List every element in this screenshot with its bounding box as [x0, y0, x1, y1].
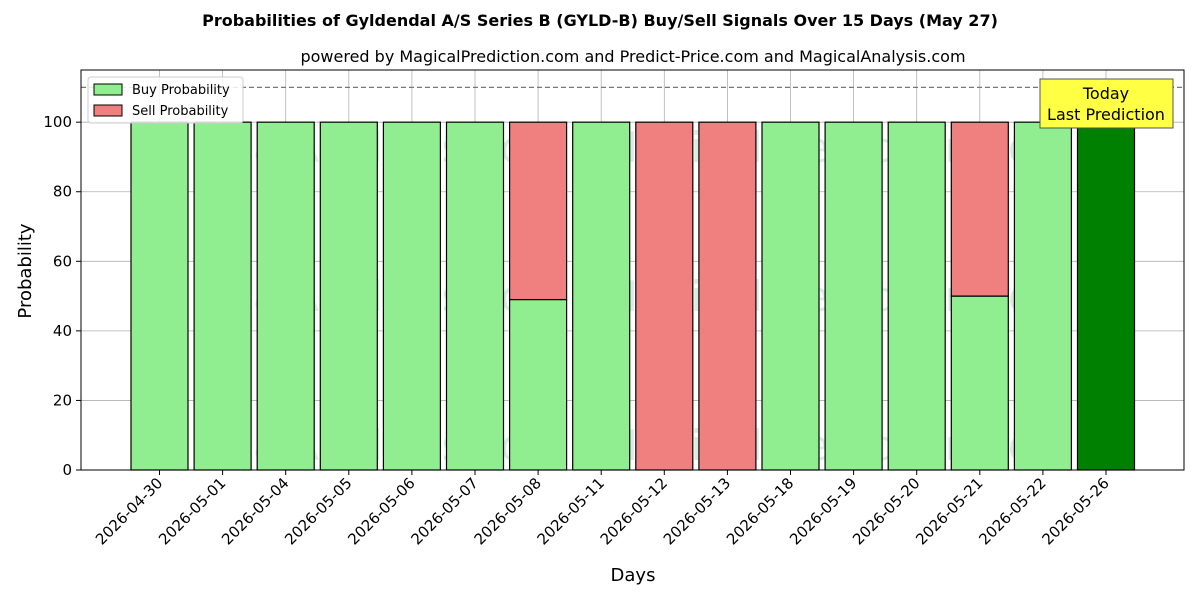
x-tick-label: 2026-05-18	[723, 474, 797, 548]
sell-bar	[635, 121, 694, 471]
plot-area: MagicalAnalysis.comMagicalPrediction.com…	[43, 69, 1185, 548]
x-tick-label: 2026-05-06	[344, 474, 418, 548]
buy-bar	[761, 121, 820, 471]
buy-bar	[256, 121, 315, 471]
x-tick-label: 2026-05-12	[597, 474, 671, 548]
buy-bar	[509, 298, 568, 471]
sell-bar	[950, 121, 1009, 297]
legend-swatch	[93, 83, 123, 96]
buy-bar	[1013, 121, 1073, 471]
legend-label: Sell Probability	[132, 104, 229, 119]
legend-label: Buy Probability	[132, 83, 230, 98]
y-tick-label: 80	[53, 183, 72, 201]
legend: Buy Probability Sell Probability	[87, 76, 244, 124]
y-tick-label: 60	[53, 252, 72, 270]
buy-bar	[445, 121, 505, 471]
buy-bar	[382, 121, 441, 471]
sell-bar	[509, 121, 568, 301]
buy-bar	[130, 121, 189, 471]
y-tick-label: 40	[53, 322, 72, 340]
x-tick-label: 2026-05-08	[471, 474, 545, 548]
buy-bar	[1076, 121, 1136, 471]
buy-bar	[319, 121, 378, 471]
x-tick-label: 2026-05-13	[660, 474, 734, 548]
x-tick-label: 2026-05-05	[281, 474, 355, 548]
legend-box	[87, 76, 244, 124]
y-tick-label: 0	[62, 461, 72, 479]
chart-subtitle: powered by MagicalPrediction.com and Pre…	[300, 47, 965, 66]
x-tick-label: 2026-05-22	[975, 474, 1049, 548]
y-tick-label: 100	[43, 113, 72, 131]
today-annotation-box	[1039, 78, 1174, 129]
chart-title: Probabilities of Gyldendal A/S Series B …	[202, 11, 998, 30]
x-tick-label: 2026-05-21	[912, 474, 986, 548]
x-tick-label: 2026-04-30	[92, 474, 166, 548]
x-tick-label: 2026-05-07	[407, 474, 481, 548]
x-tick-label: 2026-05-20	[849, 474, 923, 548]
y-tick-label: 20	[53, 391, 72, 409]
buy-bar	[572, 121, 631, 471]
buy-bar	[193, 121, 252, 471]
x-tick-label: 2026-05-26	[1038, 474, 1112, 548]
x-axis-label: Days	[611, 565, 656, 586]
buy-bar	[950, 295, 1009, 471]
buy-bar	[887, 121, 946, 471]
x-tick-label: 2026-05-19	[786, 474, 860, 548]
sell-bar	[698, 121, 757, 471]
x-tick-label: 2026-05-11	[534, 474, 608, 548]
x-tick-label: 2026-05-01	[155, 474, 229, 548]
legend-swatch	[93, 104, 123, 117]
x-tick-label: 2026-05-04	[218, 474, 292, 548]
plot-frame	[80, 69, 1185, 471]
today-annotation-line1: Today	[1082, 84, 1129, 103]
buy-bar	[824, 121, 883, 471]
y-axis-label: Probability	[15, 223, 36, 318]
today-annotation-line2: Last Prediction	[1047, 105, 1165, 124]
